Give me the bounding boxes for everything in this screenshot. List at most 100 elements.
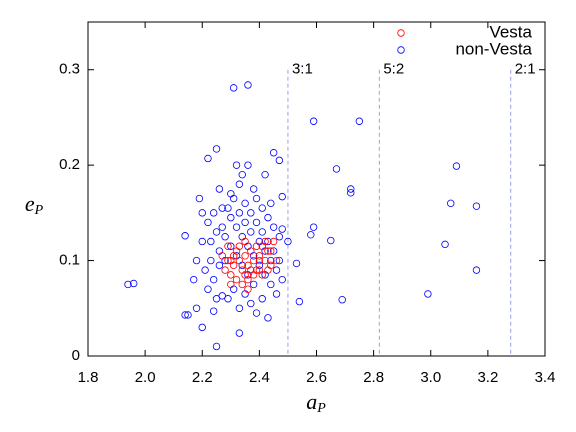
data-point — [264, 213, 272, 222]
data-point — [327, 236, 335, 245]
data-point — [275, 156, 284, 165]
data-point — [218, 252, 226, 260]
data-point — [227, 190, 235, 198]
data-point — [258, 228, 266, 236]
data-point — [235, 256, 244, 265]
data-point — [264, 314, 272, 322]
data-point — [332, 165, 341, 173]
y-label-main: e — [25, 191, 35, 216]
data-point — [241, 199, 249, 208]
data-point — [235, 304, 244, 312]
data-point — [249, 185, 258, 193]
data-point — [227, 256, 235, 265]
data-point — [209, 275, 218, 284]
data-point — [241, 237, 249, 246]
data-point — [267, 199, 275, 208]
data-point — [261, 256, 269, 265]
data-point — [207, 237, 215, 246]
data-point — [241, 271, 249, 279]
data-point — [235, 242, 244, 250]
data-point — [229, 84, 238, 92]
data-point — [215, 261, 224, 270]
data-point — [447, 199, 455, 208]
data-point — [441, 240, 449, 249]
data-point — [227, 242, 235, 250]
data-point — [269, 223, 278, 231]
legend-label: non-Vesta — [455, 39, 532, 58]
x-tick-label: 2.6 — [306, 369, 327, 386]
data-point — [269, 149, 278, 157]
data-point — [275, 233, 284, 241]
data-point — [347, 185, 355, 193]
data-point — [207, 256, 215, 265]
data-point — [192, 304, 201, 312]
data-point — [472, 202, 481, 210]
y-axis-label: eP — [25, 191, 44, 218]
data-point — [218, 223, 226, 231]
data-point — [255, 256, 264, 265]
data-point — [238, 266, 246, 274]
data-point — [241, 252, 249, 260]
data-point — [212, 228, 221, 236]
data-point — [212, 342, 221, 351]
data-point — [209, 307, 218, 315]
data-point — [472, 266, 481, 274]
data-point — [224, 242, 232, 250]
plot-frame — [87, 21, 546, 357]
data-point — [212, 145, 221, 153]
data-point — [218, 204, 226, 212]
data-point — [269, 247, 278, 255]
y-tick-label: 0.1 — [59, 252, 80, 269]
data-point — [181, 311, 189, 319]
data-point — [247, 247, 255, 255]
y-tick-label: 0.3 — [59, 61, 80, 78]
data-point — [258, 271, 266, 279]
data-point — [255, 252, 264, 260]
data-point — [232, 161, 241, 169]
data-point — [227, 280, 235, 289]
data-point — [204, 285, 212, 293]
x-label-main: a — [306, 389, 317, 414]
data-point — [244, 285, 252, 293]
data-point — [247, 299, 255, 308]
data-point — [309, 117, 318, 125]
data-point — [292, 259, 301, 268]
data-point — [215, 185, 224, 193]
data-point — [204, 218, 212, 227]
data-point — [198, 237, 206, 246]
x-axis-label: aP — [306, 389, 326, 416]
data-point — [241, 218, 249, 227]
data-point — [269, 237, 278, 246]
data-point — [452, 162, 461, 170]
legend-marker — [397, 46, 405, 54]
data-point — [424, 290, 432, 298]
resonance-label: 3:1 — [292, 61, 313, 78]
data-point — [267, 280, 275, 289]
data-point — [252, 194, 261, 203]
legend-marker — [397, 29, 405, 37]
data-point — [252, 242, 261, 250]
data-point — [229, 285, 238, 293]
data-point — [295, 297, 304, 306]
data-point — [284, 237, 292, 246]
data-point — [235, 329, 244, 337]
data-point — [181, 232, 189, 240]
x-tick-label: 2.0 — [135, 369, 156, 386]
data-point — [232, 275, 241, 284]
data-point — [244, 275, 252, 284]
y-tick-label: 0 — [72, 347, 80, 364]
data-point — [247, 228, 255, 236]
x-tick-label: 3.4 — [535, 369, 556, 386]
data-point — [235, 180, 244, 188]
data-point — [307, 231, 315, 239]
y-label-sub: P — [34, 203, 44, 218]
data-point — [232, 247, 241, 255]
data-point — [249, 280, 258, 289]
data-point — [241, 290, 249, 298]
x-tick-label: 2.8 — [363, 369, 384, 386]
data-point — [235, 209, 244, 217]
data-point — [238, 280, 246, 289]
data-point — [252, 309, 261, 317]
data-point — [244, 81, 252, 89]
